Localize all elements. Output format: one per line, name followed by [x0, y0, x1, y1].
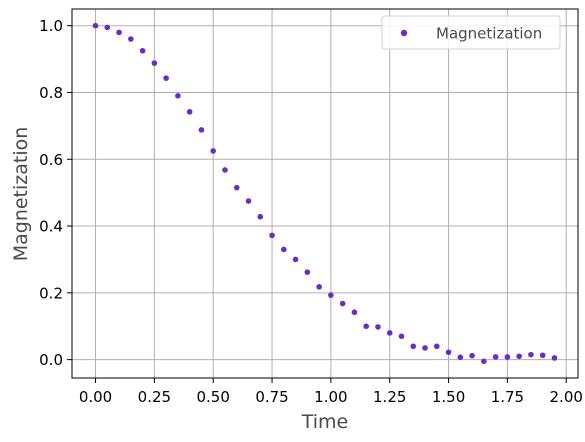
grid-lines	[72, 9, 578, 378]
data-points	[92, 22, 558, 365]
x-axis-ticks: 0.00 0.25 0.50 0.75 1.00 1.25 1.50 1.75 2.00	[79, 378, 583, 406]
data-point	[292, 256, 299, 263]
data-point	[151, 60, 158, 66]
x-tick-label: 1.75	[491, 388, 524, 406]
data-point	[269, 232, 275, 239]
y-tick-label: 0.6	[39, 151, 63, 169]
data-point	[304, 269, 311, 275]
y-tick-label: 0.2	[39, 284, 63, 302]
data-point	[539, 352, 546, 359]
data-point	[433, 343, 440, 350]
data-point	[551, 355, 558, 361]
data-point	[386, 330, 393, 336]
data-point	[410, 343, 417, 350]
data-point	[233, 184, 240, 191]
y-axis-label: Magnetization	[10, 127, 32, 262]
data-point	[492, 354, 499, 360]
data-point	[457, 354, 464, 361]
x-tick-label: 0.75	[255, 388, 288, 406]
data-point	[375, 324, 381, 330]
data-point	[175, 93, 181, 99]
data-point	[257, 213, 264, 220]
data-point	[186, 109, 193, 115]
data-point	[504, 354, 511, 360]
data-point	[316, 284, 322, 290]
data-point	[339, 300, 346, 307]
y-axis-ticks: 0.0 0.2 0.4 0.6 0.8 1.0	[39, 17, 72, 369]
x-axis-label: Time	[301, 411, 349, 433]
x-tick-label: 1.50	[432, 388, 465, 406]
data-point	[222, 167, 228, 173]
data-point	[139, 47, 146, 54]
data-point	[469, 352, 475, 359]
x-tick-label: 0.25	[138, 388, 171, 406]
y-tick-label: 0.8	[39, 84, 63, 102]
x-tick-label: 0.00	[79, 388, 112, 406]
y-tick-label: 1.0	[39, 17, 63, 35]
legend-label: Magnetization	[436, 25, 542, 43]
data-point	[116, 29, 122, 36]
data-point	[528, 351, 534, 358]
data-point	[281, 246, 287, 253]
data-point	[210, 148, 217, 154]
x-tick-label: 1.00	[314, 388, 347, 406]
data-point	[128, 36, 134, 42]
legend-box	[381, 15, 561, 50]
data-point	[398, 333, 405, 340]
data-point	[363, 323, 369, 330]
legend: Magnetization	[381, 15, 561, 50]
legend-marker	[400, 29, 408, 37]
data-point	[328, 292, 334, 298]
data-point	[163, 75, 169, 81]
plot-frame	[71, 8, 579, 379]
data-point	[245, 198, 252, 204]
x-tick-label: 2.00	[550, 388, 583, 406]
data-point	[351, 309, 358, 316]
data-point	[481, 358, 487, 365]
data-point	[445, 349, 452, 356]
data-point	[516, 353, 522, 360]
y-tick-label: 0.0	[39, 351, 63, 369]
y-tick-label: 0.4	[39, 218, 63, 236]
x-tick-label: 0.50	[197, 388, 230, 406]
data-point	[422, 345, 428, 351]
data-point	[104, 24, 111, 31]
x-tick-label: 1.25	[373, 388, 406, 406]
data-point	[92, 22, 99, 29]
data-point	[198, 127, 205, 133]
